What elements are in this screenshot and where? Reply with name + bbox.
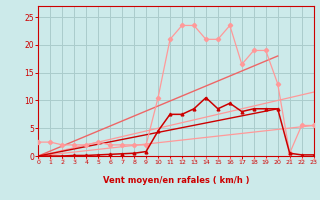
X-axis label: Vent moyen/en rafales ( km/h ): Vent moyen/en rafales ( km/h ): [103, 176, 249, 185]
